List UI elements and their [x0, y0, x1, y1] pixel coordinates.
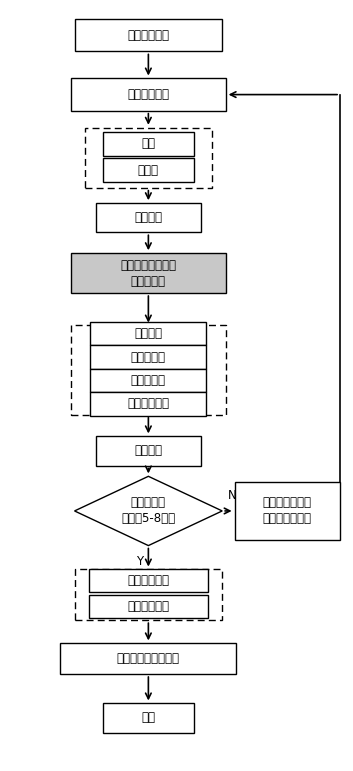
Bar [96, 436, 201, 466]
Text: 垂直投影分割: 垂直投影分割 [127, 88, 169, 101]
Bar [234, 482, 340, 540]
Text: 筛选后字符
个数在5-8之间: 筛选后字符 个数在5-8之间 [121, 497, 175, 526]
Text: 车牌区域图像: 车牌区域图像 [127, 29, 169, 42]
Bar [103, 703, 194, 732]
Text: 亮度: 亮度 [141, 137, 155, 150]
Text: N: N [227, 489, 236, 502]
Bar [89, 595, 208, 618]
Text: 结束: 结束 [141, 712, 155, 725]
Bar [71, 325, 226, 415]
Text: Y: Y [136, 555, 143, 567]
Text: 前景背景比例: 前景背景比例 [127, 398, 169, 410]
Text: 字符宽度: 字符宽度 [134, 327, 162, 340]
Bar [74, 19, 222, 52]
Bar [60, 643, 236, 674]
Text: 将筛选后的字符
拼接成新的图像: 将筛选后的字符 拼接成新的图像 [263, 497, 312, 526]
Bar [90, 322, 207, 345]
Bar [90, 392, 207, 416]
Bar [85, 128, 212, 187]
Text: 处理粘连、断裂情况: 处理粘连、断裂情况 [117, 652, 180, 665]
Text: 对比度: 对比度 [138, 163, 159, 177]
Bar [103, 158, 194, 182]
Text: 字符总体均宽: 字符总体均宽 [127, 600, 169, 613]
Bar [74, 570, 222, 620]
Bar [90, 345, 207, 369]
Text: 筛选后的每个字符
迭代二值化: 筛选后的每个字符 迭代二值化 [120, 258, 176, 288]
Bar [96, 203, 201, 232]
Text: 间隔符特征: 间隔符特征 [131, 351, 166, 363]
Bar [90, 369, 207, 392]
Bar [103, 132, 194, 157]
Bar [71, 253, 226, 293]
Text: 字符分布性: 字符分布性 [131, 374, 166, 386]
Polygon shape [74, 476, 222, 546]
Bar [89, 569, 208, 592]
Text: 每个字符宽度: 每个字符宽度 [127, 574, 169, 587]
Text: 再次筛选: 再次筛选 [134, 444, 162, 457]
Text: 初步筛选: 初步筛选 [134, 211, 162, 224]
Bar [71, 79, 226, 111]
